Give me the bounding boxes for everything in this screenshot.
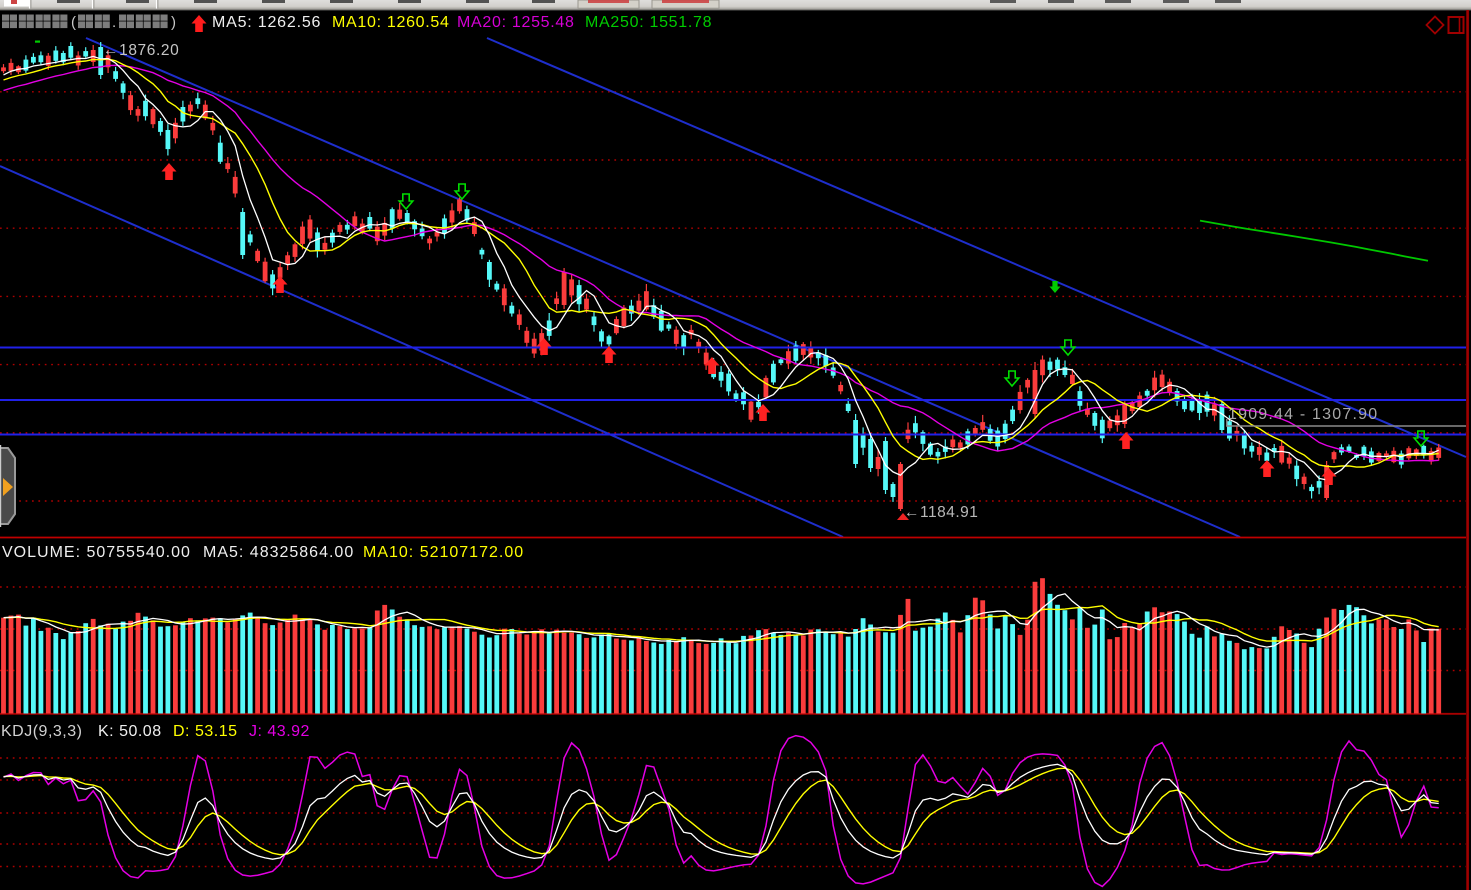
svg-text:KDJ(9,3,3): KDJ(9,3,3) bbox=[1, 723, 82, 740]
svg-text:MA5: 48325864.00: MA5: 48325864.00 bbox=[203, 544, 354, 561]
svg-text:K: 50.08: K: 50.08 bbox=[98, 723, 162, 740]
svg-text:MA10: 52107172.00: MA10: 52107172.00 bbox=[363, 544, 524, 561]
svg-text:MA250: 1551.78: MA250: 1551.78 bbox=[585, 14, 712, 31]
svg-text:1909.44 - 1307.90: 1909.44 - 1307.90 bbox=[1228, 406, 1378, 423]
svg-text:MA10: 1260.54: MA10: 1260.54 bbox=[332, 14, 450, 31]
svg-text:.: . bbox=[112, 14, 116, 31]
svg-text:VOLUME: 50755540.00: VOLUME: 50755540.00 bbox=[2, 544, 191, 561]
svg-text:←1876.20: ←1876.20 bbox=[103, 42, 179, 59]
svg-text:MA5: 1262.56: MA5: 1262.56 bbox=[212, 14, 321, 31]
svg-text:MA20: 1255.48: MA20: 1255.48 bbox=[457, 14, 575, 31]
svg-text:): ) bbox=[171, 14, 176, 31]
svg-text:D: 53.15: D: 53.15 bbox=[173, 723, 237, 740]
svg-text:←1184.91: ←1184.91 bbox=[904, 504, 978, 521]
svg-text:(: ( bbox=[71, 14, 76, 31]
svg-text:J: 43.92: J: 43.92 bbox=[249, 723, 310, 740]
